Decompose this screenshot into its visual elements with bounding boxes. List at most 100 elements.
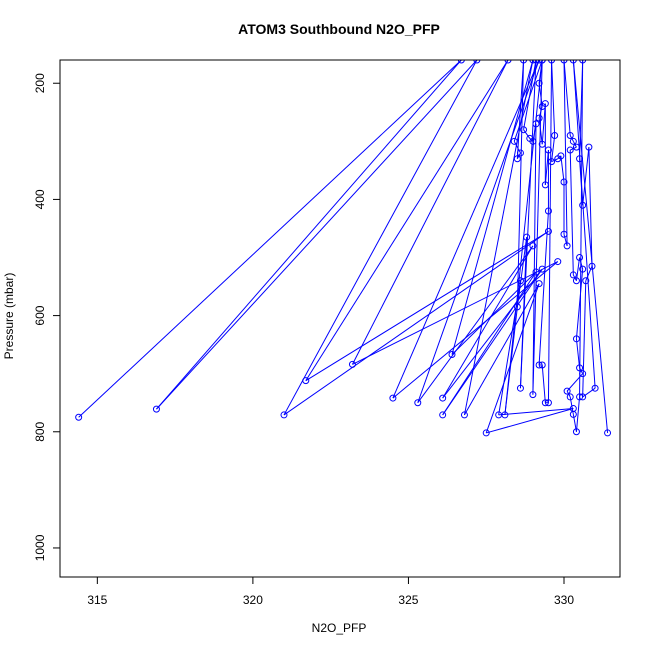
data-point (504, 60, 512, 64)
series-segment (417, 60, 540, 403)
data-point (538, 361, 546, 369)
data-point (591, 384, 599, 392)
data-point (538, 140, 546, 148)
data-point (572, 143, 580, 151)
x-tick-label: 315 (87, 593, 107, 607)
data-point (576, 393, 584, 401)
series-segment (588, 147, 593, 267)
data-point (457, 60, 465, 64)
data-point (569, 60, 577, 64)
data-point (302, 377, 310, 385)
series-segment (575, 396, 581, 432)
series-segment (569, 150, 574, 275)
x-tick-label: 330 (554, 593, 574, 607)
series-segment (519, 60, 537, 389)
series-segment (582, 147, 590, 206)
data-point (563, 242, 571, 250)
data-point (579, 60, 587, 64)
data-point (541, 100, 549, 108)
data-point (544, 399, 552, 407)
series-segment (538, 83, 543, 107)
series-segment (575, 338, 581, 368)
series-segment (156, 60, 478, 410)
chart-title: ATOM3 Southbound N2O_PFP (238, 21, 440, 37)
data-point (569, 271, 577, 279)
data-point (538, 60, 546, 64)
data-point (535, 280, 543, 288)
series-segment (538, 211, 549, 366)
data-point (579, 201, 587, 209)
x-tick-label: 320 (243, 593, 263, 607)
series-segment (538, 60, 543, 84)
y-tick-label: 1000 (33, 534, 47, 561)
series-segment (513, 141, 521, 154)
data-point (439, 394, 447, 402)
data-point (535, 361, 543, 369)
series-segment (566, 373, 584, 392)
series-segment (582, 387, 596, 398)
x-axis-label: N2O_PFP (312, 621, 367, 635)
data-point (516, 149, 524, 157)
data-point (348, 360, 356, 368)
data-point (516, 277, 524, 285)
data-point (501, 411, 509, 419)
series-segment (442, 268, 543, 399)
data-point (513, 303, 521, 311)
data-point (572, 335, 580, 343)
series-segment (498, 408, 574, 416)
series-segment (305, 230, 549, 382)
series-segment (523, 129, 531, 139)
y-tick-label: 600 (33, 305, 47, 325)
data-point (538, 265, 546, 273)
data-point (544, 207, 552, 215)
data-point (582, 277, 590, 285)
data-point (532, 60, 540, 64)
series-segment (538, 118, 543, 145)
data-point (548, 158, 556, 166)
data-point (535, 79, 543, 87)
data-point (448, 351, 456, 359)
series-segment (575, 257, 581, 281)
data-point (529, 391, 537, 399)
data-point (541, 399, 549, 407)
series-segment (351, 60, 509, 365)
series-segment (563, 60, 571, 136)
series-segment (451, 60, 534, 355)
series-segment (563, 60, 568, 246)
data-point (576, 254, 584, 262)
data-point (579, 393, 587, 401)
series-segment (541, 364, 546, 403)
series-segment (417, 245, 534, 404)
data-point (548, 60, 556, 64)
data-point (551, 132, 559, 140)
data-point (557, 152, 565, 160)
series-segment (78, 60, 462, 418)
data-point (535, 60, 543, 64)
series-segment (560, 155, 565, 183)
series-segment (557, 155, 562, 160)
series-segment (442, 271, 537, 416)
data-point (532, 120, 540, 128)
data-point (414, 399, 422, 407)
data-point (544, 146, 552, 154)
series-segment (547, 60, 553, 403)
y-tick-label: 400 (33, 189, 47, 209)
data-point (529, 137, 537, 145)
data-point (516, 384, 524, 392)
series-segment (451, 271, 537, 355)
data-point (541, 181, 549, 189)
y-tick-label: 800 (33, 421, 47, 441)
data-point (566, 146, 574, 154)
series-segment (485, 283, 540, 434)
series-segment (516, 237, 528, 307)
data-point (579, 265, 587, 273)
data-point (520, 60, 528, 64)
series-segment (156, 60, 462, 410)
series-segment (523, 60, 537, 130)
data-point (563, 387, 571, 395)
series-segment (579, 60, 584, 397)
series-line (78, 60, 609, 434)
x-axis: 315 320 325 330 (87, 576, 574, 607)
series-segment (352, 261, 559, 365)
y-axis-label: Pressure (mbar) (2, 273, 16, 360)
